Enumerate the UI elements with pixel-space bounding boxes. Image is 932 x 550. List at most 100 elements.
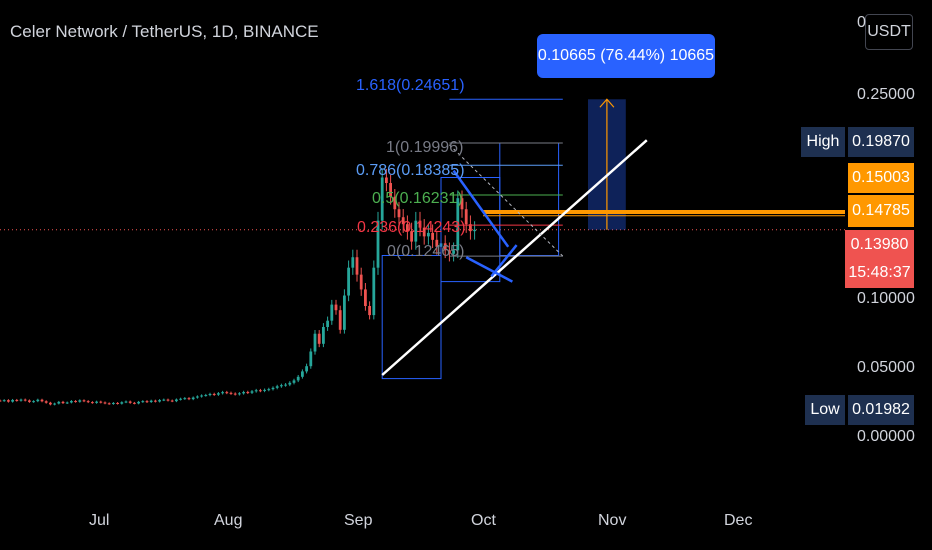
- candle-body: [36, 399, 40, 402]
- candle-body: [217, 393, 220, 395]
- chart-title: Celer Network / TetherUS, 1D, BINANCE: [10, 22, 319, 41]
- candle-body: [95, 401, 98, 403]
- candle-body: [44, 401, 48, 403]
- candle-body: [86, 401, 90, 403]
- fib-level-0: 0(0.12465): [387, 243, 465, 260]
- candle-body: [179, 398, 182, 400]
- candle-body: [70, 401, 73, 403]
- candle-body: [145, 401, 149, 403]
- currency-button[interactable]: USDT: [865, 14, 913, 50]
- candle-body: [233, 393, 237, 395]
- fib-level-1: 1(0.19996): [386, 139, 464, 156]
- candle-body: [431, 232, 434, 240]
- candle-body: [28, 400, 31, 402]
- x-tick-jul: Jul: [89, 512, 110, 529]
- candle-body: [221, 392, 224, 394]
- x-tick-oct: Oct: [471, 512, 496, 529]
- candle-body: [267, 389, 271, 391]
- y-tick-0-05: 0.05000: [857, 359, 915, 376]
- candle-body: [368, 306, 371, 316]
- candle-body: [7, 400, 10, 402]
- candle-body: [149, 400, 153, 402]
- candle-body: [263, 389, 266, 391]
- candle-body: [103, 402, 107, 404]
- last-price-tag: 0.13980: [845, 230, 914, 260]
- candle-body: [448, 250, 451, 254]
- candle-body: [208, 393, 212, 396]
- fib-level-0786: 0.786(0.18385): [356, 162, 465, 179]
- candle-body: [397, 209, 401, 218]
- y-tick-0-10: 0.10000: [857, 290, 915, 307]
- high-label: High: [801, 127, 845, 157]
- candle-body: [422, 227, 426, 237]
- candle-body: [284, 384, 287, 386]
- candle-body: [418, 220, 422, 228]
- price-range-arrowhead: [599, 98, 615, 108]
- candle-body: [414, 220, 418, 242]
- candle-body: [288, 382, 292, 385]
- candle-body: [229, 392, 233, 394]
- candle-body: [49, 402, 52, 405]
- fib-level-0236: 0.236(0.14243): [357, 219, 466, 236]
- candle-body: [19, 399, 23, 401]
- pattern-box-3: [499, 142, 560, 256]
- candle-body: [158, 400, 161, 402]
- candle-body: [254, 390, 258, 392]
- candle-body: [74, 401, 77, 403]
- countdown-tag: 15:48:37: [845, 258, 914, 288]
- candle-body: [0, 400, 2, 402]
- low-label: Low: [805, 395, 845, 425]
- candle-body: [469, 224, 472, 232]
- candle-body: [322, 327, 325, 344]
- fib-level-1618: 1.618(0.24651): [356, 77, 465, 94]
- candle-body: [456, 198, 460, 251]
- candle-body: [464, 209, 468, 225]
- candle-body: [250, 391, 254, 393]
- candle-body: [242, 392, 245, 394]
- candle-body: [259, 390, 262, 392]
- alert-price-1[interactable]: 0.15003: [848, 163, 914, 193]
- candle-body: [82, 400, 86, 402]
- candle-body: [40, 399, 44, 402]
- candle-body: [364, 289, 367, 306]
- candle-body: [78, 400, 82, 402]
- trend-line: [381, 139, 648, 376]
- price-range-measure-label: 0.10665 (76.44%) 10665: [537, 34, 715, 78]
- candle-body: [271, 387, 275, 390]
- candle-body: [128, 401, 132, 403]
- low-value: 0.01982: [848, 395, 914, 425]
- candle-body: [317, 333, 321, 344]
- candle-body: [225, 392, 229, 394]
- candle-body: [385, 177, 388, 184]
- candle-body: [347, 267, 350, 296]
- candle-body: [137, 401, 140, 404]
- candle-body: [187, 398, 191, 400]
- candle-body: [280, 385, 283, 387]
- candle-body: [372, 267, 376, 316]
- x-tick-sep: Sep: [344, 512, 373, 529]
- candle-body: [338, 310, 342, 330]
- candle-body: [116, 402, 119, 404]
- dashed-diagonal-line: [449, 144, 564, 257]
- candle-body: [23, 399, 27, 401]
- candle-body: [443, 243, 447, 251]
- candle-body: [292, 380, 296, 383]
- candle-body: [53, 403, 56, 405]
- high-value: 0.19870: [848, 127, 914, 157]
- wedge-line-lower: [465, 256, 513, 283]
- candle-body: [406, 224, 409, 232]
- candle-body: [376, 220, 380, 268]
- candle-body: [296, 376, 300, 381]
- candle-body: [124, 401, 128, 403]
- candle-body: [15, 399, 19, 401]
- candle-body: [301, 371, 304, 377]
- candle-body: [275, 386, 279, 388]
- candle-body: [330, 304, 334, 321]
- candle-body: [175, 399, 178, 402]
- candle-body: [380, 177, 384, 221]
- candle-body: [355, 257, 359, 275]
- alert-price-2[interactable]: 0.14785: [848, 195, 914, 227]
- candle-body: [204, 395, 208, 397]
- candle-body: [120, 402, 124, 404]
